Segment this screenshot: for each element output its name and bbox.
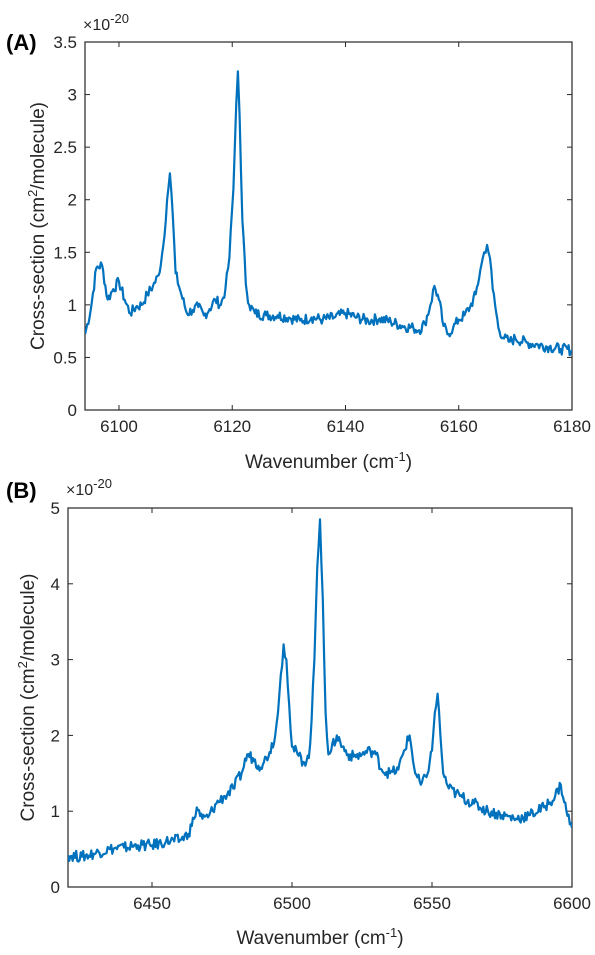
x-tick-label: 6450 xyxy=(133,894,171,913)
y-axis-title: Cross-section (cm2/molecule) xyxy=(15,574,39,822)
x-tick-label: 6160 xyxy=(440,417,478,436)
x-tick-label: 6180 xyxy=(553,417,591,436)
y-tick-label: 5 xyxy=(51,499,60,518)
x-axis-title: Wavenumber (cm-1) xyxy=(236,925,403,949)
x-tick-label: 6600 xyxy=(553,894,591,913)
y-tick-label: 0.5 xyxy=(53,348,77,367)
y-tick-label: 0 xyxy=(68,401,77,420)
y-tick-label: 1.5 xyxy=(53,243,77,262)
y-tick-label: 2.5 xyxy=(53,138,77,157)
chart-b: 6450 6500 6550 6600 0 1 2 3 4 5 ×10-20 Wavenumber (… xyxy=(15,478,591,949)
x-tick-label: 6120 xyxy=(213,417,251,436)
y-tick-label: 3 xyxy=(51,651,60,670)
x-tick-label: 6500 xyxy=(273,894,311,913)
y-tick-label: 1 xyxy=(51,802,60,821)
plot-frame xyxy=(67,507,573,888)
panel-a-label: (A) xyxy=(6,30,37,55)
y-axis-title: Cross-section (cm2/molecule) xyxy=(25,102,49,350)
y-tick-label: 3 xyxy=(68,86,77,105)
y-exponent-label: ×10-20 xyxy=(66,478,112,499)
plot-frame xyxy=(84,41,573,411)
y-tick-label: 4 xyxy=(51,575,60,594)
y-tick-label: 2 xyxy=(51,726,60,745)
x-tick-label: 6140 xyxy=(327,417,365,436)
y-tick-label: 2 xyxy=(68,191,77,210)
spectrum-line xyxy=(68,518,572,863)
x-tick-label: 6100 xyxy=(100,417,138,436)
x-tick-label: 6550 xyxy=(413,894,451,913)
y-tick-label: 1 xyxy=(68,296,77,315)
y-tick-label: 3.5 xyxy=(53,33,77,52)
panel-b-label: (B) xyxy=(6,478,37,503)
spectrum-line xyxy=(85,70,572,357)
y-tick-label: 0 xyxy=(51,878,60,897)
chart-a: 6100 6120 6140 6160 6180 0 0.5 1 1.5 2 2.5 3 3.5 ×10-… xyxy=(25,11,591,473)
y-exponent-label: ×10-20 xyxy=(83,11,129,34)
x-axis-title: Wavenumber (cm-1) xyxy=(245,449,412,473)
